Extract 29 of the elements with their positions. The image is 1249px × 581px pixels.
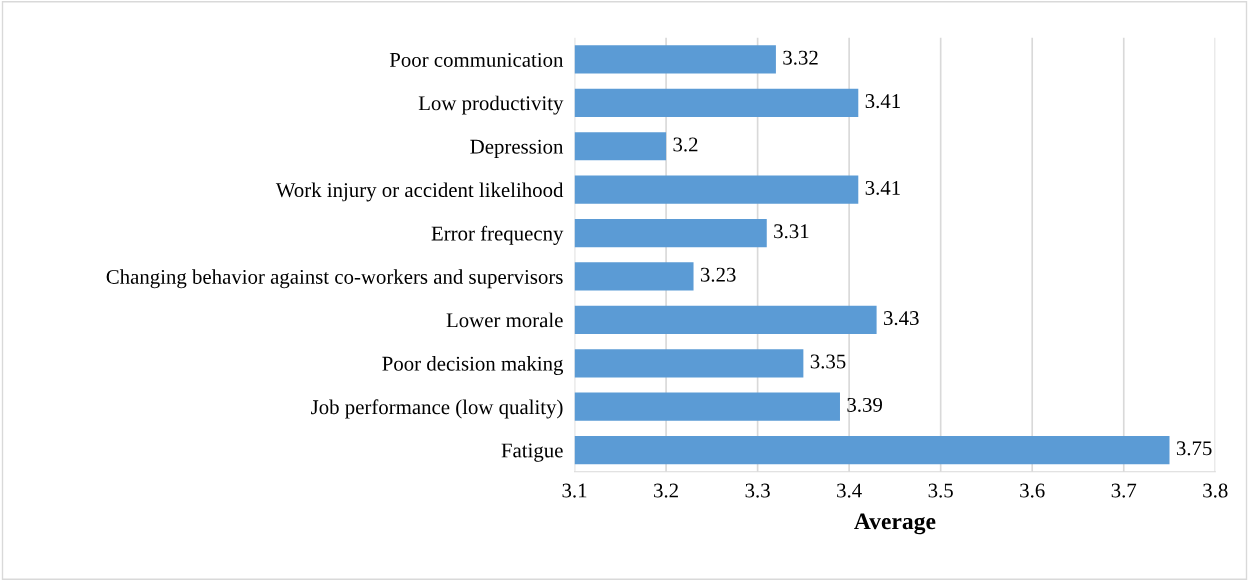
data-label: 3.2 bbox=[673, 137, 698, 152]
data-label: 3.32 bbox=[783, 50, 818, 65]
data-label: 3.35 bbox=[810, 354, 846, 369]
x-tick-label: 3.3 bbox=[745, 483, 770, 498]
x-tick-label: 3.5 bbox=[928, 483, 953, 498]
y-tick-label: Job performance (low quality) bbox=[311, 399, 563, 419]
data-label: 3.39 bbox=[847, 397, 882, 412]
y-tick-label: Poor decision making bbox=[382, 356, 564, 375]
x-tick-label: 3.2 bbox=[654, 483, 678, 498]
x-tick-label: 3.7 bbox=[1111, 483, 1137, 498]
y-tick-label: Lower morale bbox=[446, 312, 563, 328]
data-label: 3.23 bbox=[700, 267, 736, 282]
data-label: 3.43 bbox=[884, 311, 919, 326]
y-tick-label: Poor communication bbox=[389, 52, 564, 67]
x-tick-label: 3.1 bbox=[562, 483, 587, 498]
data-label: 3.31 bbox=[774, 224, 809, 239]
x-tick-label: 3.4 bbox=[837, 483, 862, 498]
y-tick-label: Depression bbox=[470, 139, 564, 158]
x-tick-label: 3.6 bbox=[1020, 483, 1045, 498]
x-tick-label: 3.8 bbox=[1203, 483, 1228, 498]
data-label: 3.41 bbox=[865, 94, 900, 109]
data-label: 3.75 bbox=[1176, 441, 1212, 456]
x-axis-title: Average bbox=[854, 513, 936, 535]
y-tick-label: Fatigue bbox=[501, 443, 563, 462]
y-tick-label: Error frequecny bbox=[431, 225, 564, 245]
y-tick-label: Work injury or accident likelihood bbox=[275, 182, 564, 202]
y-tick-label: Low productivity bbox=[418, 95, 564, 115]
data-label: 3.41 bbox=[865, 180, 900, 195]
y-tick-label: Changing behavior against co-workers and supervisors bbox=[106, 269, 563, 289]
